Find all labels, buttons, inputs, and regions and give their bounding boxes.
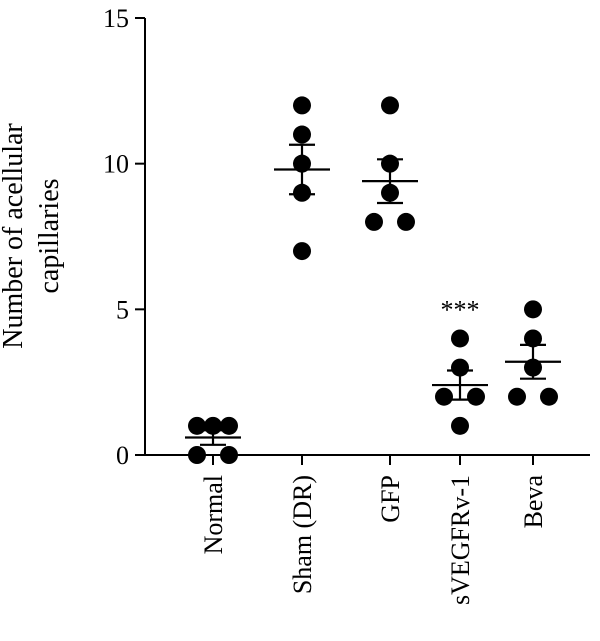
data-point [188,416,206,435]
data-point [220,446,238,464]
data-point [435,387,453,406]
data-point [220,416,238,435]
y-axis-title-line1: Number of acellular [0,123,29,349]
data-point [381,96,399,115]
data-point [188,446,206,464]
y-tick-label: 0 [116,441,129,470]
data-point [365,212,383,231]
significance-label: *** [441,295,480,324]
x-category-label: Sham (DR) [288,475,317,594]
data-point [293,125,311,144]
y-tick-label: 10 [103,150,129,179]
data-point [451,416,469,435]
x-category-label: Normal [199,475,228,554]
y-tick-label: 5 [116,295,129,324]
data-point [467,387,485,406]
data-point [293,96,311,115]
data-point [524,300,542,319]
y-axis-title-line2: capillaries [34,178,65,293]
data-point [524,329,542,348]
data-point [451,358,469,377]
data-point [540,387,558,406]
data-point [293,242,311,261]
data-point [451,329,469,348]
y-tick-label: 15 [103,4,129,33]
data-point [508,387,526,406]
x-category-label: Beva [519,475,548,529]
x-category-label: GFP [376,475,405,523]
x-category-label: sVEGFRv-1 [446,475,475,605]
data-point [397,212,415,231]
